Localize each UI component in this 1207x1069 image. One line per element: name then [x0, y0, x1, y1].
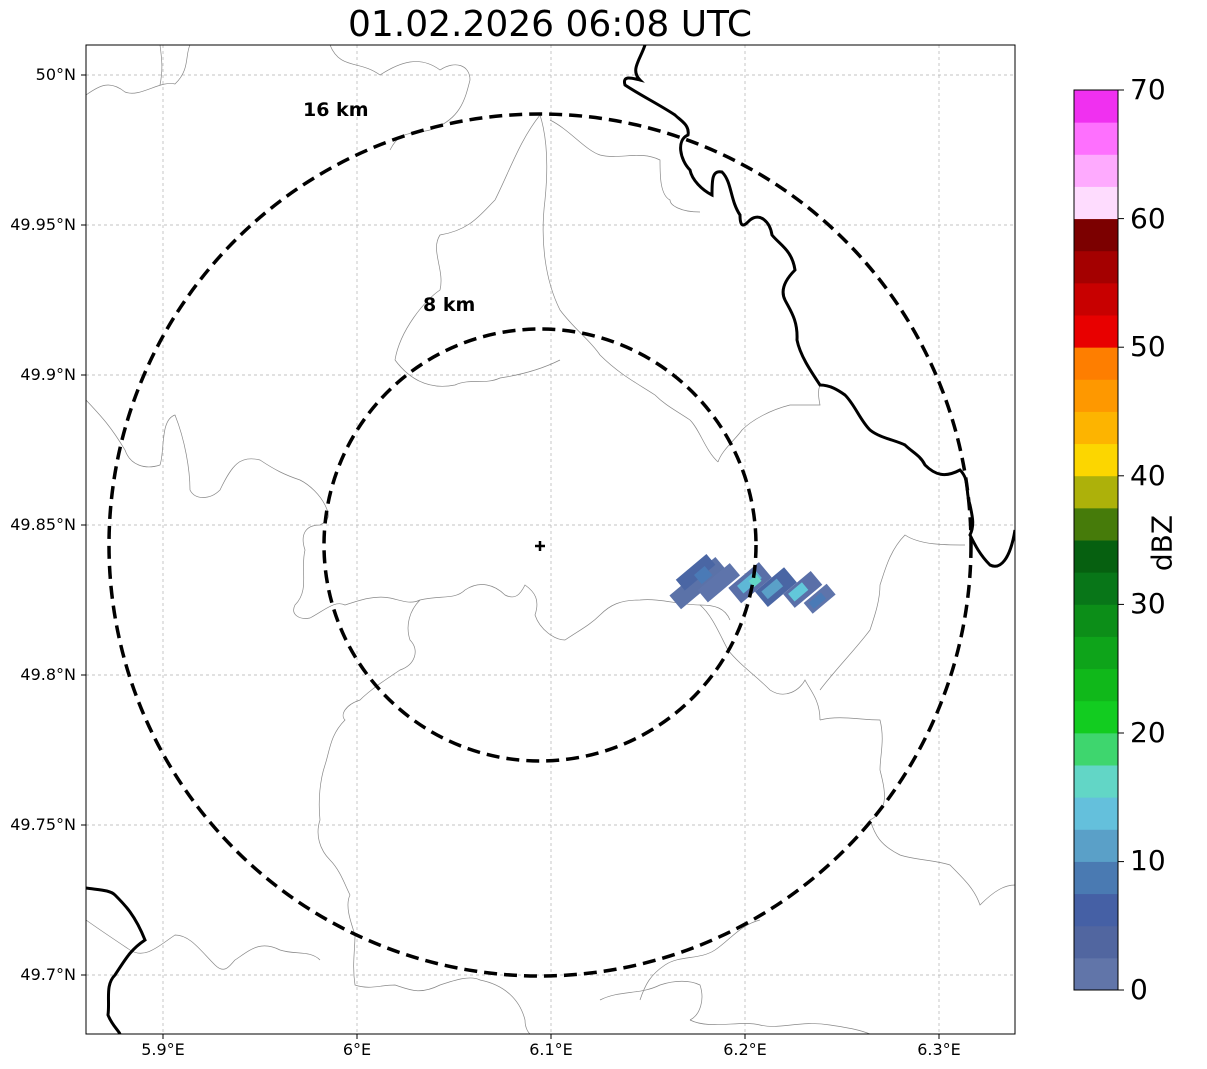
- admin-boundaries: [86, 45, 1015, 1034]
- outer-ring-label: 16 km: [303, 99, 369, 121]
- inner-range-ring: [322, 327, 758, 763]
- colorbar-segment: [1074, 668, 1118, 702]
- colorbar-tick-20: 20: [1130, 716, 1166, 749]
- lat-tick-49-7: 49.7°N: [20, 965, 76, 984]
- colorbar-segment: [1074, 893, 1118, 927]
- colorbar-label: dBZ: [1145, 514, 1179, 572]
- radar-site-marker: [535, 541, 545, 551]
- colorbar-tick-50: 50: [1130, 330, 1166, 363]
- colorbar-tick-0: 0: [1130, 973, 1148, 1006]
- radar-echoes: [669, 554, 836, 614]
- lat-tick-49-8: 49.8°N: [20, 665, 76, 684]
- country-borders: [86, 45, 1015, 1034]
- lat-tick-49-95: 49.95°N: [10, 215, 76, 234]
- colorbar-segment: [1074, 475, 1118, 509]
- colorbar-segment: [1074, 765, 1118, 798]
- colorbar-segment: [1074, 957, 1118, 991]
- colorbar-segment: [1074, 443, 1118, 477]
- colorbar-tick-10: 10: [1130, 844, 1166, 877]
- lat-tick-49-75: 49.75°N: [10, 815, 76, 834]
- outer-range-ring: [107, 112, 973, 978]
- map-title: 01.02.2026 06:08 UTC: [347, 4, 753, 45]
- colorbar-segment: [1074, 154, 1118, 187]
- lon-tick-5-9: 5.9°E: [141, 1040, 185, 1059]
- colorbar-segment: [1074, 700, 1118, 734]
- colorbar-segment: [1074, 379, 1118, 412]
- colorbar-frame: [1073, 89, 1119, 991]
- lat-tick-50: 50°N: [35, 65, 76, 84]
- axis-ticks: [81, 74, 940, 1039]
- colorbar-segment: [1074, 347, 1118, 380]
- lon-tick-6-1: 6.1°E: [529, 1040, 573, 1059]
- colorbar-segment: [1074, 186, 1118, 220]
- inner-ring-label: 8 km: [423, 294, 476, 316]
- lon-tick-6-3: 6.3°E: [917, 1040, 961, 1059]
- colorbar-segment: [1074, 797, 1118, 830]
- colorbar-segment: [1074, 122, 1118, 155]
- colorbar-segment: [1074, 636, 1118, 670]
- colorbar-segment: [1074, 218, 1118, 252]
- colorbar-segment: [1074, 250, 1118, 284]
- map-frame: [85, 44, 1016, 1035]
- colorbar-tick-30: 30: [1130, 587, 1166, 620]
- colorbar-segment: [1074, 507, 1118, 541]
- lon-tick-6: 6°E: [342, 1040, 372, 1059]
- colorbar-segment: [1074, 411, 1118, 445]
- colorbar: [1074, 90, 1118, 991]
- colorbar-segment: [1074, 572, 1118, 605]
- colorbar-segment: [1074, 732, 1118, 766]
- colorbar-segment: [1074, 315, 1118, 348]
- lon-tick-6-2: 6.2°E: [723, 1040, 767, 1059]
- colorbar-segment: [1074, 861, 1118, 895]
- colorbar-segment: [1074, 829, 1118, 862]
- colorbar-ticks: [1118, 89, 1124, 991]
- colorbar-segment: [1074, 540, 1118, 573]
- colorbar-segment: [1074, 282, 1118, 316]
- colorbar-segment: [1074, 925, 1118, 959]
- colorbar-segment: [1074, 90, 1118, 123]
- lat-tick-49-85: 49.85°N: [10, 515, 76, 534]
- colorbar-tick-60: 60: [1130, 202, 1166, 235]
- colorbar-segment: [1074, 604, 1118, 637]
- colorbar-tick-40: 40: [1130, 459, 1166, 492]
- lat-tick-49-9: 49.9°N: [20, 365, 76, 384]
- colorbar-tick-70: 70: [1130, 73, 1166, 106]
- gridlines: [86, 45, 1015, 1034]
